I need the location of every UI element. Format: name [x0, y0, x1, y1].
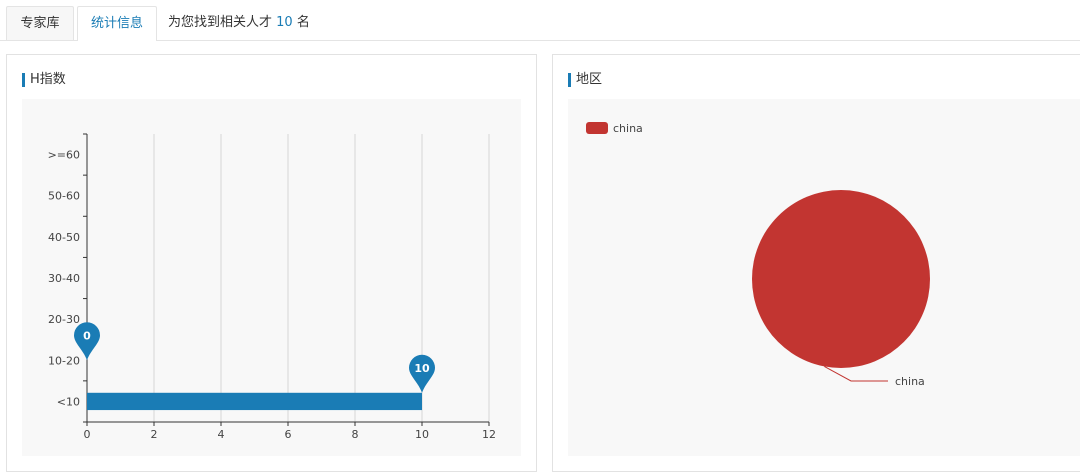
pie-leader-line-0 — [824, 365, 888, 382]
h-index-panel: H指数 <10 10-20 20-30 30-40 40-50 50-60 >=60 0 2 4 6… — [6, 54, 537, 472]
marker-label-0: 0 — [83, 329, 91, 342]
legend-label-0: china — [613, 122, 643, 135]
summary-suffix: 名 — [296, 15, 310, 30]
tab-expert-library[interactable]: 专家库 — [6, 6, 74, 40]
x-tick-label-6: 12 — [482, 428, 496, 441]
x-tick-label-0: 0 — [84, 428, 91, 441]
y-tick-label-2: 20-30 — [48, 313, 80, 326]
region-pie-chart: china china — [586, 122, 930, 388]
tab-statistics[interactable]: 统计信息 — [77, 6, 157, 41]
region-panel: 地区 china china — [552, 54, 1080, 472]
result-summary: 为您找到相关人才 10 名 — [168, 6, 310, 39]
h-index-chart-area: <10 10-20 20-30 30-40 40-50 50-60 >=60 0 2 4 6 8 10 1… — [22, 99, 521, 456]
x-tick-label-4: 8 — [352, 428, 359, 441]
tab-bar: 专家库 统计信息 为您找到相关人才 10 名 — [0, 0, 1080, 41]
marker-pin-shape-1 — [409, 354, 435, 393]
h-index-bar-chart: <10 10-20 20-30 30-40 40-50 50-60 >=60 0 2 4 6 8 10 1… — [48, 133, 496, 441]
x-tick-label-2: 4 — [218, 428, 225, 441]
y-tick-label-0: <10 — [57, 395, 80, 408]
y-tick-label-3: 30-40 — [48, 272, 80, 285]
x-tick-label-3: 6 — [285, 428, 292, 441]
pie-slice-label-0: china — [895, 375, 925, 388]
pie-slice-0 — [752, 190, 930, 368]
region-title: 地区 — [568, 73, 602, 87]
marker-pin-shape-0 — [74, 322, 100, 361]
marker-label-1: 10 — [414, 362, 430, 375]
y-tick-label-5: 50-60 — [48, 190, 80, 203]
x-tick-label-1: 2 — [151, 428, 158, 441]
y-tick-label-4: 40-50 — [48, 231, 80, 244]
bar-0 — [87, 392, 422, 411]
y-tick-label-6: >=60 — [48, 149, 80, 162]
y-tick-label-1: 10-20 — [48, 354, 80, 367]
marker-pin-0: 0 — [74, 322, 100, 361]
h-index-title: H指数 — [22, 73, 66, 87]
region-chart-area: china china — [568, 99, 1080, 456]
marker-pin-1: 10 — [409, 354, 435, 393]
legend-swatch-0 — [586, 122, 608, 134]
result-count: 10 — [276, 15, 293, 30]
summary-prefix: 为您找到相关人才 — [168, 15, 273, 30]
x-tick-label-5: 10 — [415, 428, 429, 441]
